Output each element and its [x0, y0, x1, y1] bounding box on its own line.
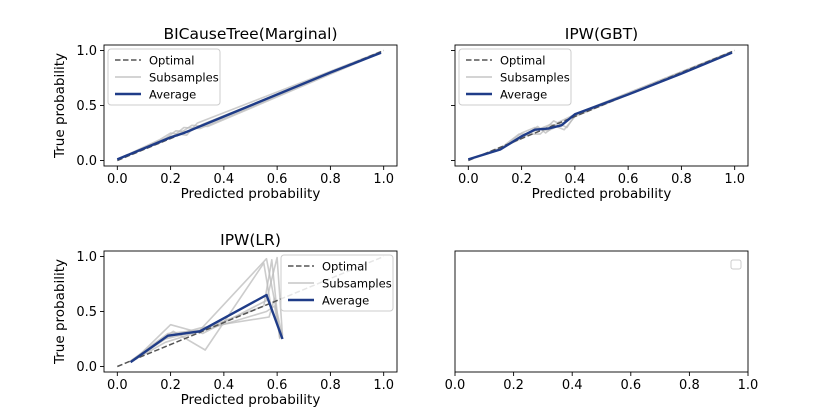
average-line — [467, 51, 733, 161]
legend-label-average: Average — [149, 88, 196, 102]
chart-title: BICauseTree(Marginal) — [163, 25, 337, 43]
x-tick-label: 0.8 — [671, 172, 692, 187]
legend-box — [107, 48, 221, 106]
y-tick-label: 0.0 — [76, 154, 97, 169]
average-line — [116, 51, 382, 161]
y-tick-label: 0.5 — [76, 305, 97, 320]
legend: Optimal Subsamples Average — [107, 48, 221, 106]
legend-label-optimal: Optimal — [500, 54, 546, 68]
x-tick-label: 0.0 — [458, 172, 479, 187]
legend-label-average: Average — [322, 294, 369, 308]
chart-title: IPW(LR) — [220, 231, 281, 249]
plot-area — [116, 49, 384, 162]
x-tick-label: 0.0 — [107, 172, 128, 187]
x-axis-label: Predicted probability — [532, 186, 672, 202]
x-tick-label: 0.4 — [214, 172, 235, 187]
x-tick-label: 0.8 — [320, 172, 341, 187]
x-tick-label: 0.6 — [267, 378, 288, 393]
plot-area — [467, 49, 735, 162]
legend-label-subsamples: Subsamples — [322, 277, 392, 291]
x-tick-label: 1.0 — [373, 172, 394, 187]
x-axis-label: Predicted probability — [181, 392, 321, 408]
x-tick-label: 0.2 — [160, 378, 181, 393]
legend-label-optimal: Optimal — [149, 54, 195, 68]
legend-label-subsamples: Subsamples — [149, 71, 219, 85]
y-axis-label: True probability — [52, 53, 68, 159]
x-tick-label: 0.2 — [160, 172, 181, 187]
x-tick-label: 0.8 — [320, 378, 341, 393]
legend-label-optimal: Optimal — [322, 260, 368, 274]
x-tick-label: 0.4 — [214, 378, 235, 393]
subsample-line-6 — [130, 305, 281, 363]
y-tick-label: 0.0 — [76, 360, 97, 375]
x-tick-label: 1.0 — [724, 172, 745, 187]
x-tick-label: 1.0 — [373, 378, 394, 393]
x-tick-label: 0.8 — [679, 378, 700, 393]
legend-box — [730, 259, 742, 270]
x-tick-label: 0.2 — [503, 378, 524, 393]
average-line — [129, 293, 284, 364]
legend-label-subsamples: Subsamples — [500, 71, 570, 85]
chart-title: IPW(GBT) — [565, 25, 638, 43]
x-tick-label: 0.0 — [107, 378, 128, 393]
legend — [730, 259, 742, 270]
legend-label-average: Average — [500, 88, 547, 102]
legend-box — [280, 254, 394, 312]
y-tick-label: 1.0 — [76, 44, 97, 59]
x-tick-label: 1.0 — [738, 378, 759, 393]
x-tick-label: 0.4 — [565, 172, 586, 187]
x-tick-label: 0.6 — [267, 172, 288, 187]
chart-panel-4: 0.0 0.2 0.4 0.6 0.8 1.0 — [445, 250, 759, 393]
x-tick-label: 0.2 — [511, 172, 532, 187]
subsample-line-3 — [132, 256, 284, 362]
y-tick-label: 0.5 — [76, 99, 97, 114]
x-axis-label: Predicted probability — [181, 186, 321, 202]
x-tick-label: 0.6 — [618, 172, 639, 187]
y-tick-label: 1.0 — [76, 250, 97, 265]
chart-panel-3: 0.0 0.2 0.4 0.6 0.8 1.0 0.0 0.5 1.0 IPW(LR) Predic… — [52, 231, 398, 408]
plot-area — [117, 255, 384, 368]
axes-frame — [454, 250, 749, 373]
x-tick-label: 0.4 — [562, 378, 583, 393]
chart-panel-1: 0.0 0.2 0.4 0.6 0.8 1.0 0.0 0.5 1.0 BICauseTree(M… — [52, 25, 398, 202]
y-axis-label: True probability — [52, 259, 68, 365]
legend-box — [458, 48, 572, 106]
x-tick-label: 0.6 — [620, 378, 641, 393]
legend: Optimal Subsamples Average — [280, 254, 394, 312]
legend: Optimal Subsamples Average — [458, 48, 572, 106]
chart-panel-2: 0.0 0.2 0.4 0.6 0.8 1.0 IPW(GBT) Predicted prob… — [451, 25, 749, 202]
x-tick-label: 0.0 — [445, 378, 466, 393]
